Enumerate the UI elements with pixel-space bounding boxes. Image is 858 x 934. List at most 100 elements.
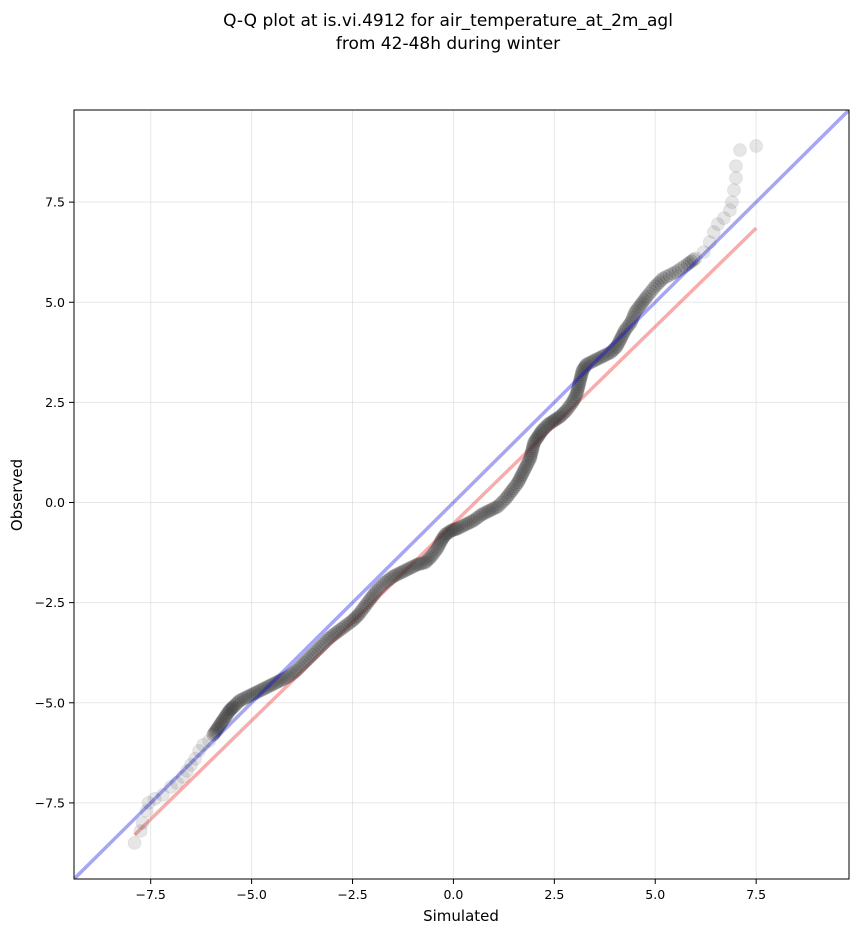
data-point	[246, 686, 261, 701]
data-point	[514, 469, 529, 484]
data-point	[530, 430, 545, 445]
data-point	[270, 674, 285, 689]
data-point	[542, 416, 557, 431]
data-point	[589, 352, 604, 367]
data-point	[646, 281, 661, 296]
data-point	[629, 303, 644, 318]
data-point	[548, 412, 563, 427]
data-point	[622, 317, 637, 332]
data-point	[215, 714, 230, 729]
data-point	[722, 203, 737, 218]
data-point	[654, 273, 669, 288]
data-point	[524, 447, 539, 462]
data-point	[379, 574, 394, 589]
data-point	[472, 509, 487, 524]
data-point	[627, 307, 642, 322]
data-point	[406, 559, 421, 574]
data-point	[366, 587, 381, 602]
y-tick-label: −5.0	[35, 695, 65, 710]
data-point	[377, 575, 392, 590]
y-tick-label: −2.5	[35, 595, 65, 610]
data-point	[331, 624, 346, 639]
data-point	[570, 385, 585, 400]
data-point	[339, 618, 354, 633]
data-point	[175, 769, 190, 784]
data-point	[575, 365, 590, 380]
data-point	[445, 523, 460, 538]
data-point	[544, 415, 559, 430]
data-point	[341, 616, 356, 631]
data-point	[635, 295, 650, 310]
data-point	[319, 633, 334, 648]
data-point	[609, 339, 624, 354]
data-point	[127, 835, 142, 850]
data-point	[289, 663, 304, 678]
data-point	[325, 628, 340, 643]
data-point	[488, 500, 503, 515]
data-point	[213, 717, 228, 732]
data-point	[583, 355, 598, 370]
y-tick-label: 0.0	[45, 495, 65, 510]
data-point	[133, 823, 148, 838]
data-point	[208, 724, 223, 739]
data-point	[180, 763, 195, 778]
data-point	[571, 381, 586, 396]
data-point	[436, 530, 451, 545]
data-point	[350, 609, 365, 624]
data-point	[214, 715, 229, 730]
data-point	[710, 217, 725, 232]
data-point	[522, 453, 537, 468]
data-point	[603, 345, 618, 360]
data-point	[447, 522, 462, 537]
data-point	[531, 429, 546, 444]
x-tick-label: 5.0	[645, 887, 665, 902]
data-point	[526, 439, 541, 454]
data-point	[232, 693, 247, 708]
x-tick-label: 7.5	[746, 887, 766, 902]
data-point	[562, 399, 577, 414]
data-point	[556, 406, 571, 421]
data-point	[572, 375, 587, 390]
data-point	[610, 337, 625, 352]
data-point	[315, 637, 330, 652]
data-point	[207, 726, 222, 741]
data-point	[573, 373, 588, 388]
data-point	[437, 529, 452, 544]
data-point	[230, 695, 245, 710]
y-tick-label: 2.5	[45, 395, 65, 410]
y-tick-label: 5.0	[45, 295, 65, 310]
data-point	[313, 639, 328, 654]
data-point	[638, 291, 653, 306]
data-point	[478, 505, 493, 520]
data-point	[317, 635, 332, 650]
data-point	[252, 683, 267, 698]
data-point	[169, 775, 184, 790]
data-point	[381, 572, 396, 587]
data-point	[458, 517, 473, 532]
data-point	[299, 653, 314, 668]
data-point	[550, 411, 565, 426]
data-point	[348, 610, 363, 625]
x-tick-label: 2.5	[544, 887, 564, 902]
data-point	[240, 689, 255, 704]
data-point	[365, 589, 380, 604]
data-point	[559, 403, 574, 418]
data-point	[368, 585, 383, 600]
data-point	[612, 333, 627, 348]
data-point	[624, 315, 639, 330]
data-point	[397, 563, 412, 578]
data-point	[135, 815, 150, 830]
data-point	[644, 284, 659, 299]
data-point	[616, 325, 631, 340]
data-point	[295, 657, 310, 672]
data-point	[527, 435, 542, 450]
x-tick-label: −7.5	[136, 887, 166, 902]
data-point	[356, 601, 371, 616]
data-point	[617, 323, 632, 338]
data-point	[674, 261, 689, 276]
data-point	[375, 577, 390, 592]
data-point	[545, 414, 560, 429]
data-point	[520, 457, 535, 472]
fit-line	[133, 226, 758, 837]
data-point	[521, 455, 536, 470]
